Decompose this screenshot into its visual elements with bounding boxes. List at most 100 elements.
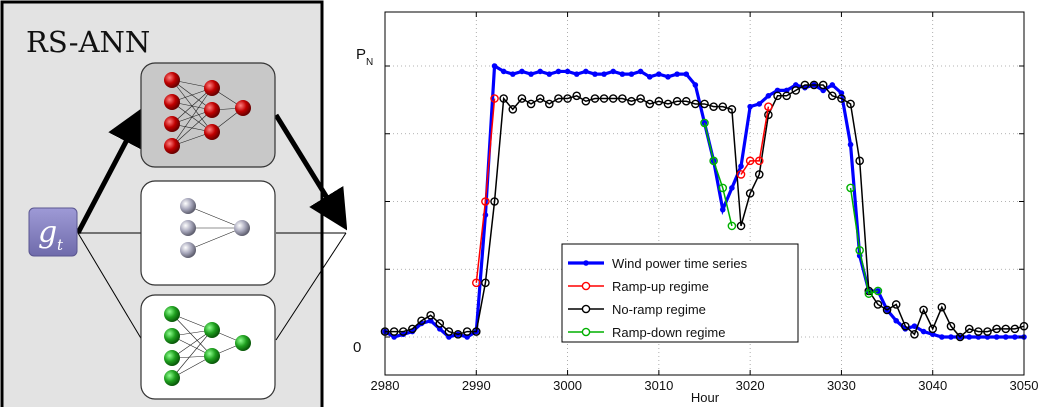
data-point	[727, 221, 737, 231]
data-point	[672, 96, 682, 106]
data-point	[992, 324, 1001, 334]
neuron-node	[164, 94, 180, 110]
data-point	[855, 245, 864, 255]
data-point	[627, 96, 636, 106]
data-point	[782, 91, 791, 101]
x-axis-label: Hour	[691, 390, 720, 405]
data-point	[500, 68, 507, 75]
data-point	[409, 328, 416, 335]
legend-item: No-ramp regime	[568, 302, 706, 317]
data-point	[618, 94, 627, 103]
output-line-bottom	[275, 232, 347, 341]
data-point	[663, 99, 673, 109]
data-point	[601, 71, 607, 77]
data-point	[993, 334, 1000, 340]
data-point	[736, 221, 746, 231]
network-edge	[171, 329, 213, 359]
neuron-node	[164, 328, 180, 344]
data-point	[939, 334, 945, 340]
data-point	[681, 96, 691, 106]
y-tick-label-bottom: 0	[353, 339, 361, 356]
data-point	[966, 334, 973, 340]
neuron-node	[164, 116, 180, 132]
network-edge	[171, 87, 213, 125]
active-route-arrow	[75, 106, 145, 235]
data-point	[855, 156, 864, 166]
data-point	[654, 96, 664, 106]
data-point	[700, 99, 709, 109]
chart-frame-outer	[347, 2, 1047, 406]
output-arrow	[273, 113, 348, 231]
data-point	[873, 286, 883, 296]
route-line-bottom	[77, 232, 143, 341]
data-point	[964, 324, 974, 334]
network-edge	[187, 227, 243, 251]
data-point	[619, 71, 626, 77]
data-point	[528, 71, 534, 77]
x-tick-label: 3030	[827, 378, 856, 393]
neuron-node	[164, 370, 180, 386]
data-point	[727, 105, 737, 114]
series-line	[475, 98, 496, 283]
data-point	[481, 278, 490, 288]
series-no-ramp-regime	[380, 80, 1029, 342]
neuron-node	[235, 335, 251, 351]
data-point	[490, 94, 499, 103]
data-point	[554, 94, 563, 103]
data-point	[847, 141, 854, 148]
data-point	[1012, 334, 1018, 340]
legend-label: Wind power time series	[612, 256, 748, 271]
neuron-node	[180, 242, 196, 258]
series-line	[849, 187, 879, 295]
data-point	[674, 71, 680, 77]
data-point	[764, 102, 773, 111]
data-point	[920, 328, 927, 335]
data-point	[937, 302, 947, 312]
data-point	[729, 185, 735, 191]
data-point	[745, 189, 755, 198]
data-point	[764, 110, 773, 120]
data-point	[683, 71, 690, 77]
x-tick-label: 3000	[553, 378, 582, 393]
neuron-node	[204, 80, 220, 96]
neuron-node	[164, 350, 180, 366]
input-subscript: t	[57, 236, 64, 254]
data-point	[901, 321, 910, 331]
data-point	[738, 163, 744, 170]
x-tick-label: 3010	[644, 378, 673, 393]
data-point	[400, 331, 407, 338]
legend-label: Ramp-down regime	[612, 325, 725, 340]
data-point	[665, 74, 671, 80]
data-point	[974, 327, 983, 336]
data-point	[563, 94, 572, 103]
neuron-node	[180, 220, 196, 236]
data-point	[628, 71, 635, 77]
data-point	[928, 324, 938, 334]
input-symbol: g	[38, 215, 57, 250]
data-point	[462, 327, 472, 336]
network-edge	[171, 329, 213, 379]
data-point	[610, 68, 617, 75]
data-point	[800, 80, 810, 90]
data-point	[736, 170, 746, 179]
network-edge	[187, 205, 243, 229]
data-point	[983, 327, 992, 336]
data-point	[564, 68, 571, 75]
data-point	[608, 94, 618, 103]
data-point	[709, 102, 718, 111]
data-point	[754, 156, 764, 166]
data-point	[572, 91, 582, 101]
network-edge	[171, 313, 213, 357]
rs-ann-diagram: RS-ANN g t	[0, 0, 348, 407]
data-point	[846, 183, 855, 193]
x-tick-label: 2980	[371, 378, 400, 393]
neuron-node	[164, 306, 180, 322]
x-tick-label: 3050	[1010, 378, 1039, 393]
data-point	[535, 94, 545, 103]
data-point	[537, 68, 543, 75]
data-point	[491, 63, 498, 69]
data-point	[510, 71, 516, 77]
data-point	[471, 278, 481, 288]
x-tick-label: 3020	[736, 378, 765, 393]
data-point	[417, 316, 426, 326]
